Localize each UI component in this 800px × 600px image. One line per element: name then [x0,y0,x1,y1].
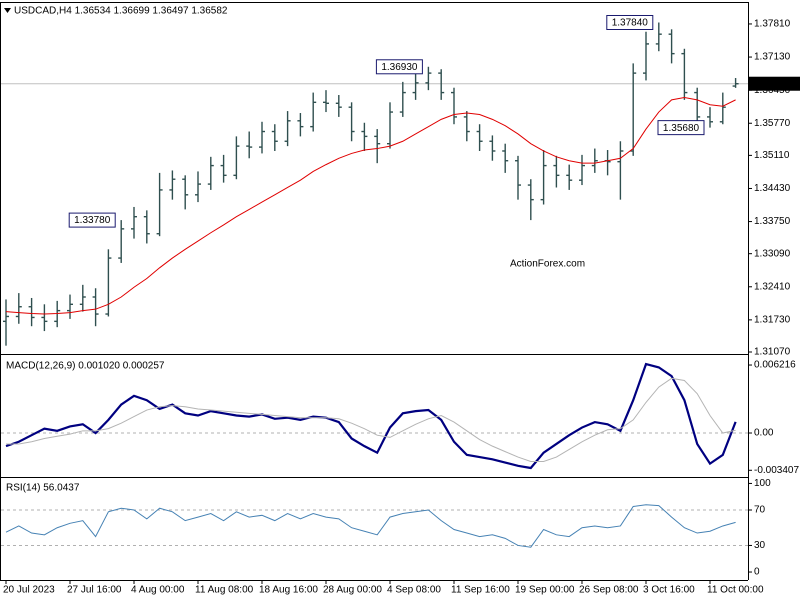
menu-triangle [4,8,11,13]
y-tick-label: 100 [754,478,771,489]
annotation-label: 1.33780 [74,215,111,226]
x-tick-label: 3 Oct 16:00 [643,585,695,596]
moving-average [5,96,736,315]
x-tick-label: 11 Oct 00:00 [707,585,764,596]
y-tick-label: 1.33750 [754,216,791,227]
x-tick-label: 18 Aug 16:00 [259,585,318,596]
y-tick-label: 1.37810 [754,19,791,30]
y-tick-label: 1.32410 [754,281,791,292]
x-tick-label: 28 Aug 00:00 [323,585,382,596]
y-tick-label: 1.35770 [754,118,791,129]
annotation-label: 1.35680 [663,123,700,134]
panel-title: USDCAD,H4 1.36534 1.36699 1.36497 1.3658… [14,6,228,17]
annotation-box [68,212,116,228]
x-tick-label: 19 Sep 00:00 [515,585,575,596]
indicator-line [6,377,736,462]
frame [0,2,749,581]
x-tick-label: 11 Aug 08:00 [195,585,254,596]
x-tick-label: 20 Jul 2023 [3,585,55,596]
y-tick-label: 1.31070 [754,347,791,358]
annotation-label: 1.36930 [381,62,418,73]
y-tick-label: 0.006216 [754,360,796,371]
annotation-label: 1.37840 [612,18,649,29]
y-tick-label: 1.33090 [754,248,791,259]
annotation-box [657,120,705,136]
indicator-line [5,362,737,470]
x-tick-label: 4 Aug 00:00 [131,585,185,596]
y-tick-label: 1.34430 [754,183,791,194]
x-tick-label: 11 Sep 16:00 [451,585,510,596]
x-tick-label: 27 Jul 16:00 [67,585,122,596]
annotation-box [375,59,423,75]
last-price-label: 1.36582 [754,79,791,90]
last-price-box [749,76,800,91]
y-tick-label: 1.31730 [754,315,791,326]
panel-title: RSI(14) 56.0437 [6,483,80,494]
watermark: ActionForex.com [510,259,585,270]
y-tick-label: 0 [754,567,760,578]
panel-title: MACD(12,26,9) 0.001020 0.000257 [6,361,165,372]
y-tick-label: 0.00 [754,428,774,439]
x-tick-label: 4 Sep 08:00 [387,585,441,596]
y-tick-label: -0.003407 [754,465,799,476]
y-tick-label: 30 [754,540,766,551]
y-tick-label: 70 [754,505,766,516]
y-tick-label: 1.35110 [754,150,790,161]
indicator-line [5,504,736,548]
y-tick-label: 1.37130 [754,52,791,63]
x-tick-label: 26 Sep 08:00 [579,585,639,596]
annotation-box [606,14,654,30]
